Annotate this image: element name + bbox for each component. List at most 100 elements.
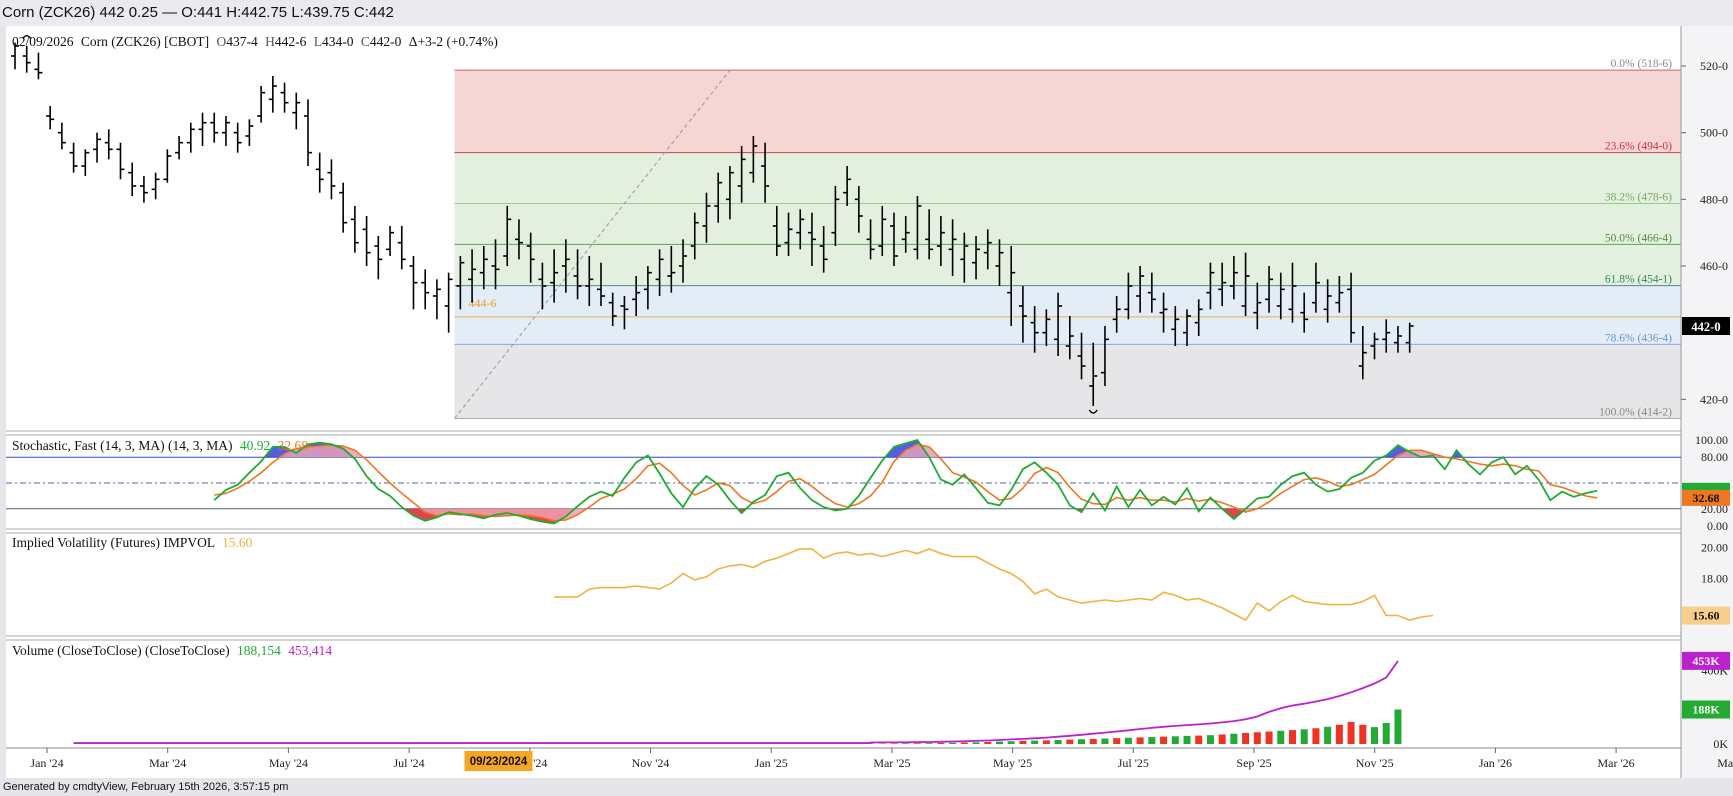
ohlc-bar <box>22 46 31 73</box>
ohlc-bar <box>11 42 19 70</box>
price-bars[interactable] <box>11 35 1414 414</box>
swing-high-marker <box>22 35 32 40</box>
ohlc-bar <box>1393 326 1402 353</box>
implied-volatility-panel[interactable]: 20.00 18.00 15.60 <box>554 540 1730 625</box>
window-title: Corn (ZCK26) 442 0.25 — O:441 H:442.75 L… <box>0 0 1733 26</box>
swing-low-marker <box>1088 409 1098 414</box>
ohlc-bar <box>1206 262 1215 310</box>
ohlc-bar <box>257 86 266 123</box>
ohlc-bar <box>538 262 547 310</box>
ohlc-bar <box>163 149 172 183</box>
ohlc-bar <box>503 206 512 266</box>
ohlc-bar <box>995 239 1004 286</box>
ohlc-bar <box>339 182 348 233</box>
fib-label: 0.0% (518-6) <box>1611 58 1672 70</box>
ohlc-bar <box>550 249 559 303</box>
ohlc-bar <box>878 206 887 256</box>
ohlc-bar <box>561 239 570 293</box>
impvol-title: Implied Volatility (Futures) IMPVOL 15.6… <box>12 535 253 550</box>
ohlc-bar <box>128 162 137 196</box>
ohlc-bar <box>1229 256 1238 300</box>
ohlc-bar <box>374 236 383 280</box>
volume-bar <box>984 741 992 744</box>
volume-bar <box>1242 733 1250 744</box>
stochastic-title: Stochastic, Fast (14, 3, MA) (14, 3, MA)… <box>12 438 308 453</box>
volume-bar <box>1019 740 1027 744</box>
ohlc-bar <box>1358 326 1367 380</box>
ohlc-bar <box>1159 292 1168 333</box>
ohlc-bar <box>643 266 652 310</box>
volume-title: Volume (CloseToClose) (CloseToClose) 188… <box>12 643 332 658</box>
volume-bar <box>1031 740 1039 744</box>
ohlc-bar <box>1183 309 1191 346</box>
ohlc-bar <box>608 292 617 326</box>
volume-last-box-label: 188K <box>1692 703 1720 717</box>
volume-bar <box>1066 739 1074 744</box>
ohlc-bar <box>1382 319 1391 353</box>
time-tick-label: May '24 <box>269 756 308 770</box>
time-tick-label: Mar '25 <box>873 756 910 770</box>
ohlc-bar <box>714 172 723 223</box>
time-tick-label: Jan '25 <box>755 756 788 770</box>
ohlc-bar <box>1100 326 1109 386</box>
ohlc-bar <box>350 206 359 253</box>
panel-separators <box>6 26 1682 778</box>
volume-avg-value: 453,414 <box>288 643 332 658</box>
time-tick-label: Jul '24 <box>394 756 425 770</box>
ohlc-bar <box>221 116 230 146</box>
volume-avg-box <box>1682 651 1730 670</box>
stoch-d-box <box>1682 489 1730 506</box>
ohlc-bar <box>1335 276 1344 313</box>
chart-area[interactable]: 444-6 520-0 500-0 480-0 460-0 420-0 442-0 0.0… <box>0 26 1733 778</box>
volume-bar <box>902 743 910 744</box>
volume-bar <box>1359 724 1367 744</box>
ohlc-bar <box>57 122 66 150</box>
ohlc-bar <box>1112 296 1121 333</box>
ohlc-bar <box>1288 262 1297 323</box>
time-tick-label: May '26 <box>1717 756 1733 770</box>
ohlc-bar <box>761 142 770 203</box>
volume-bar <box>1288 730 1296 744</box>
footer-credit: Generated by cmdtyView, February 15th 20… <box>3 781 289 793</box>
volume-bar <box>1183 735 1191 744</box>
time-tick-label: Jul '25 <box>1118 756 1149 770</box>
ohlc-bar <box>198 112 207 146</box>
time-tick-label: Mar '24 <box>149 756 186 770</box>
ohlc-bar <box>1276 272 1285 320</box>
fib-band <box>454 244 1681 286</box>
fib-label: 100.0% (414-2) <box>1599 407 1672 419</box>
volume-bar <box>1007 741 1015 744</box>
volume-bar <box>1171 736 1179 744</box>
volume-bar <box>1265 731 1273 744</box>
time-tick-label: Mar '26 <box>1598 756 1635 770</box>
volume-bar <box>972 742 980 744</box>
ohlc-bar <box>1077 332 1086 380</box>
stoch-zone-fill <box>1222 508 1246 520</box>
volume-value: 188,154 <box>237 643 281 658</box>
ohlc-bar <box>362 216 371 266</box>
volume-bar <box>1089 738 1097 744</box>
ohlc-bar <box>597 262 605 306</box>
volume-bar <box>913 743 921 744</box>
ohlc-bar <box>796 209 805 250</box>
last-price-box <box>1682 317 1730 335</box>
ohlc-bar <box>843 166 852 206</box>
fibonacci-retracement[interactable]: 444-6 <box>454 69 1682 419</box>
ohlc-bar <box>1089 342 1098 406</box>
stochastic-d-value: 32.68 <box>278 438 309 453</box>
fib-band <box>454 344 1681 419</box>
ohlc-bar <box>702 192 711 243</box>
ohlc-bar <box>1124 272 1133 320</box>
volume-avg-box-label: 453K <box>1692 654 1720 668</box>
ohlc-bar <box>573 249 582 300</box>
ohlc-bar <box>972 236 981 280</box>
ohlc-bar <box>866 219 875 260</box>
time-tick-label: Jan '26 <box>1479 756 1512 770</box>
impvol-tick-label: 18.00 <box>1701 571 1728 585</box>
time-tick-label: Jan '24 <box>30 756 63 770</box>
ohlc-bar <box>1171 306 1180 346</box>
ohlc-bar <box>620 296 629 330</box>
